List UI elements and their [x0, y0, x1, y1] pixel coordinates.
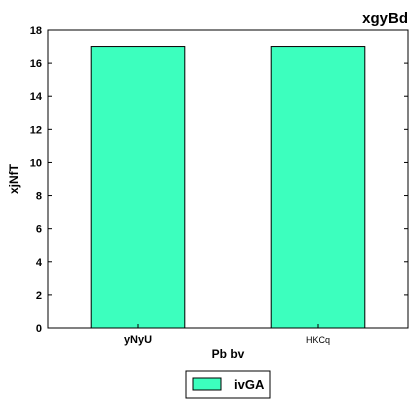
y-tick-label: 4 — [36, 257, 43, 269]
legend-box — [185, 370, 271, 399]
x-axis-ticks: yNyU HKCq — [124, 324, 330, 346]
legend-label-ivga: ivGA — [234, 377, 265, 392]
y-tick-label: 18 — [30, 25, 42, 37]
y-axis-label: xjNfT — [7, 163, 21, 194]
y-tick-label: 12 — [30, 124, 42, 136]
x-axis-label: Pb bv — [212, 347, 245, 361]
plot-frame — [47, 29, 409, 329]
y-axis-ticks: 0 2 4 6 8 10 12 14 16 18 — [30, 25, 408, 335]
y-tick-label: 2 — [36, 290, 42, 302]
bar-ynyu — [90, 46, 186, 329]
bar-hkcq — [270, 46, 366, 329]
y-tick-label: 6 — [36, 224, 42, 236]
y-tick-label: 0 — [36, 323, 42, 335]
chart-title: xgyBd — [362, 10, 408, 27]
legend: ivGA — [185, 370, 271, 399]
x-tick-label-ynyu: yNyU — [124, 334, 152, 346]
y-tick-label: 10 — [30, 157, 42, 169]
bars — [90, 46, 366, 329]
y-tick-label: 8 — [36, 191, 42, 203]
legend-swatch-ivga — [192, 377, 222, 391]
x-tick-label-hkcq: HKCq — [306, 335, 330, 345]
y-tick-label: 14 — [30, 91, 43, 103]
y-tick-label: 16 — [30, 58, 42, 70]
